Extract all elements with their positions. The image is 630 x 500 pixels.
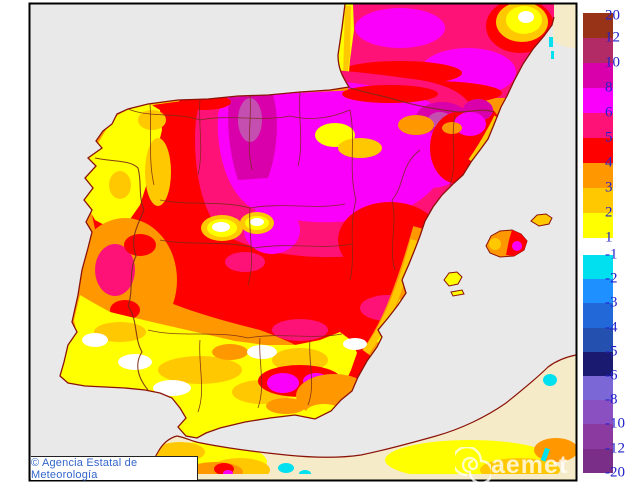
cyan-edge-spot (551, 51, 554, 59)
aemet-watermark: aemet (455, 447, 568, 483)
coastline (59, 4, 555, 439)
watermark-text: aemet (491, 451, 569, 479)
aemet-spiral-icon (455, 447, 491, 483)
balearic-islands (443, 213, 553, 297)
map-frame (28, 2, 578, 482)
africa-coastline (141, 354, 576, 480)
province-borders (94, 87, 495, 413)
land-nodata-france (553, 4, 576, 48)
attribution-box: © Agencia Estatal de Meteorología (31, 456, 198, 481)
cyan-edge-spot (549, 37, 553, 47)
attribution-text: © Agencia Estatal de Meteorología (31, 456, 138, 481)
